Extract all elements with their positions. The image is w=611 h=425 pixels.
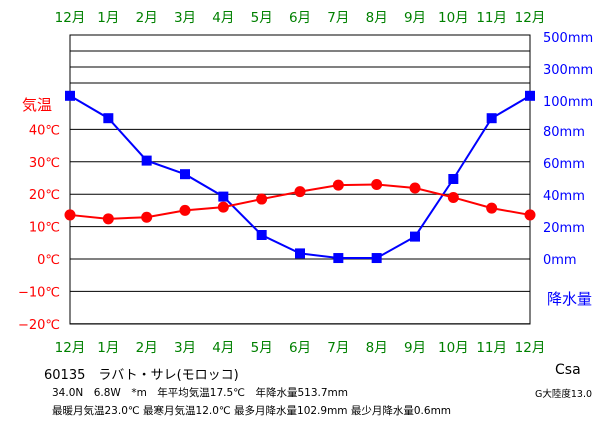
temperature-point: [409, 182, 421, 194]
month-label-bottom: 7月: [327, 340, 349, 356]
month-label-top: 12月: [515, 10, 546, 26]
month-label-bottom: 9月: [404, 340, 426, 356]
precipitation-tick-label: 40mm: [543, 189, 585, 204]
month-label-top: 4月: [212, 10, 234, 26]
precipitation-tick-label: 500mm: [543, 31, 593, 46]
month-label-top: 1月: [97, 10, 119, 26]
precipitation-tick-label: 300mm: [543, 63, 593, 78]
precipitation-point: [410, 231, 420, 242]
precipitation-point: [65, 90, 75, 101]
temperature-tick-label: −20℃: [18, 318, 60, 333]
precipitation-point: [218, 191, 229, 202]
temperature-point: [294, 186, 306, 198]
temperature-point: [447, 191, 459, 203]
precipitation-point: [448, 174, 459, 184]
month-label-bottom: 11月: [476, 340, 507, 356]
climate-class: Csa: [555, 362, 581, 378]
temperature-point: [217, 201, 229, 213]
precipitation-point: [256, 230, 267, 240]
temperature-point: [179, 204, 191, 216]
month-label-top: 3月: [174, 10, 196, 26]
month-label-bottom: 12月: [55, 340, 86, 356]
month-label-top: 9月: [404, 10, 426, 26]
month-label-top: 7月: [327, 10, 349, 26]
temperature-tick-label: −10℃: [18, 285, 60, 300]
station-name: 60135 ラバト・サレ(モロッコ): [44, 368, 239, 383]
station-stats-line1: 34.0N 6.8W *m 年平均気温17.5℃ 年降水量513.7mm: [52, 387, 348, 399]
continentality-index: G大陸度13.0: [535, 389, 593, 400]
precipitation-point: [333, 253, 344, 264]
temperature-point: [64, 209, 76, 221]
month-label-top: 5月: [251, 10, 273, 26]
precipitation-point: [141, 155, 152, 166]
month-label-top: 10月: [438, 10, 469, 26]
precipitation-tick-label: 60mm: [543, 157, 585, 172]
precipitation-point: [525, 90, 535, 101]
precipitation-tick-label: 100mm: [543, 95, 593, 110]
month-label-top: 6月: [289, 10, 311, 26]
month-label-top: 11月: [476, 10, 507, 26]
month-label-bottom: 6月: [289, 340, 311, 356]
temperature-axis-title: 気温: [22, 96, 52, 114]
precipitation-point: [295, 248, 305, 259]
precipitation-tick-label: 20mm: [543, 221, 585, 236]
precipitation-tick-label: 0mm: [543, 253, 577, 268]
temperature-point: [141, 211, 153, 223]
precipitation-point: [371, 253, 382, 264]
station-stats-line2: 最暖月気温23.0℃ 最寒月気温12.0℃ 最多月降水量102.9mm 最少月降…: [52, 405, 452, 417]
month-label-bottom: 2月: [136, 340, 158, 356]
month-label-bottom: 3月: [174, 340, 196, 356]
precipitation-point: [486, 113, 497, 124]
precipitation-tick-label: 80mm: [543, 125, 585, 140]
precipitation-point: [103, 113, 114, 124]
temperature-tick-label: 40℃: [29, 123, 60, 138]
temperature-tick-label: 10℃: [29, 221, 60, 236]
plot-frame: [69, 34, 531, 325]
temperature-point: [102, 213, 114, 225]
month-label-bottom: 1月: [97, 340, 119, 356]
temperature-tick-label: 0℃: [37, 253, 60, 268]
month-label-bottom: 10月: [438, 340, 469, 356]
month-label-top: 12月: [55, 10, 86, 26]
precipitation-line: [69, 94, 531, 260]
temperature-tick-label: 30℃: [29, 156, 60, 171]
month-label-bottom: 5月: [251, 340, 273, 356]
temperature-point: [256, 193, 268, 205]
precipitation-axis-title: 降水量: [547, 290, 592, 308]
temperature-point: [371, 178, 383, 190]
month-label-bottom: 4月: [212, 340, 234, 356]
precipitation-point: [180, 169, 190, 180]
month-label-top: 8月: [366, 10, 388, 26]
month-label-bottom: 8月: [366, 340, 388, 356]
temperature-tick-label: 20℃: [29, 188, 60, 203]
temperature-point: [486, 202, 498, 214]
month-label-top: 2月: [136, 10, 158, 26]
month-label-bottom: 12月: [515, 340, 546, 356]
temperature-point: [332, 179, 344, 191]
temperature-point: [524, 209, 536, 221]
